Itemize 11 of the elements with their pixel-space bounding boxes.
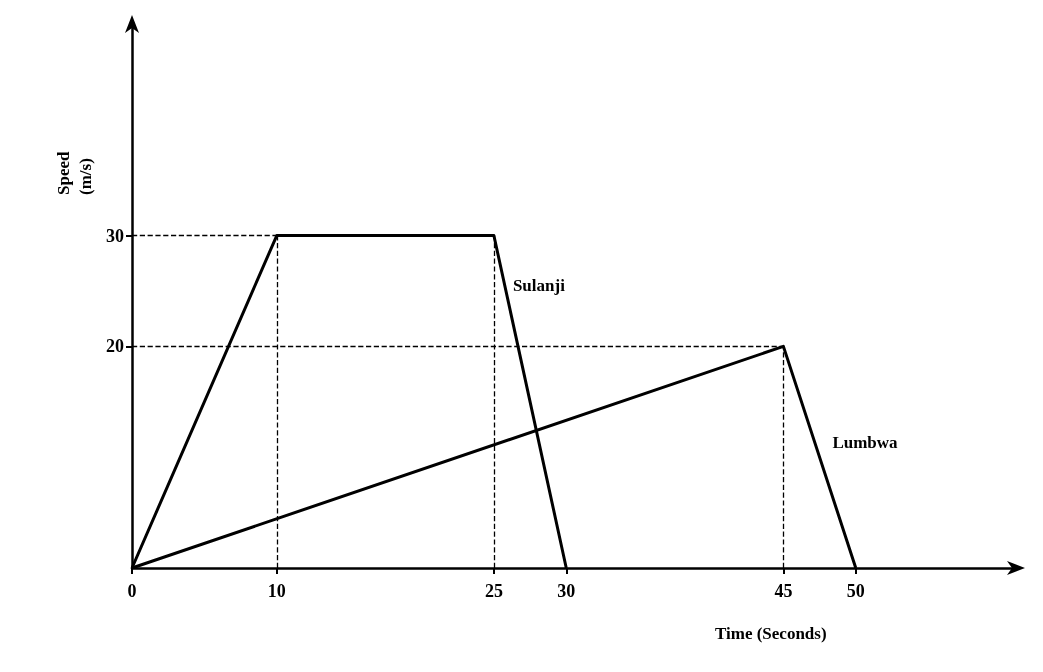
x-tick-label: 10 [267,581,286,601]
x-axis-title: Time (Seconds) [715,624,827,643]
series-label: Lumbwa [832,432,899,452]
series-label: Sulanji [512,276,566,296]
y-axis-title: Speed (m/s) [53,151,95,195]
y-tick-label: 20 [106,336,124,357]
x-tick-label: 25 [484,581,503,601]
x-tick-label: 50 [846,581,865,601]
x-tick-label: 0 [127,581,137,601]
x-tick-label: 45 [774,581,793,601]
x-tick-label: 30 [557,581,576,601]
